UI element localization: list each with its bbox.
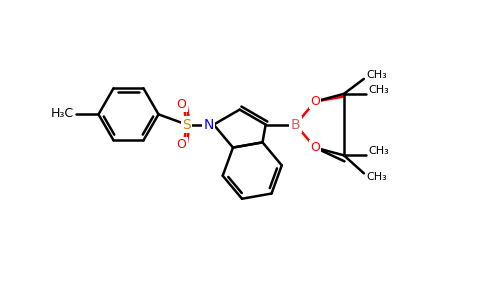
- Text: S: S: [182, 118, 191, 132]
- Text: CH₃: CH₃: [366, 70, 387, 80]
- Text: O: O: [177, 98, 187, 111]
- Text: B: B: [291, 118, 301, 132]
- Text: O: O: [177, 138, 187, 151]
- Text: N: N: [203, 118, 214, 132]
- Text: CH₃: CH₃: [368, 146, 389, 156]
- Text: CH₃: CH₃: [368, 85, 389, 95]
- Text: O: O: [310, 95, 320, 108]
- Text: O: O: [310, 141, 320, 154]
- Text: H₃C: H₃C: [50, 107, 74, 120]
- Text: CH₃: CH₃: [366, 172, 387, 182]
